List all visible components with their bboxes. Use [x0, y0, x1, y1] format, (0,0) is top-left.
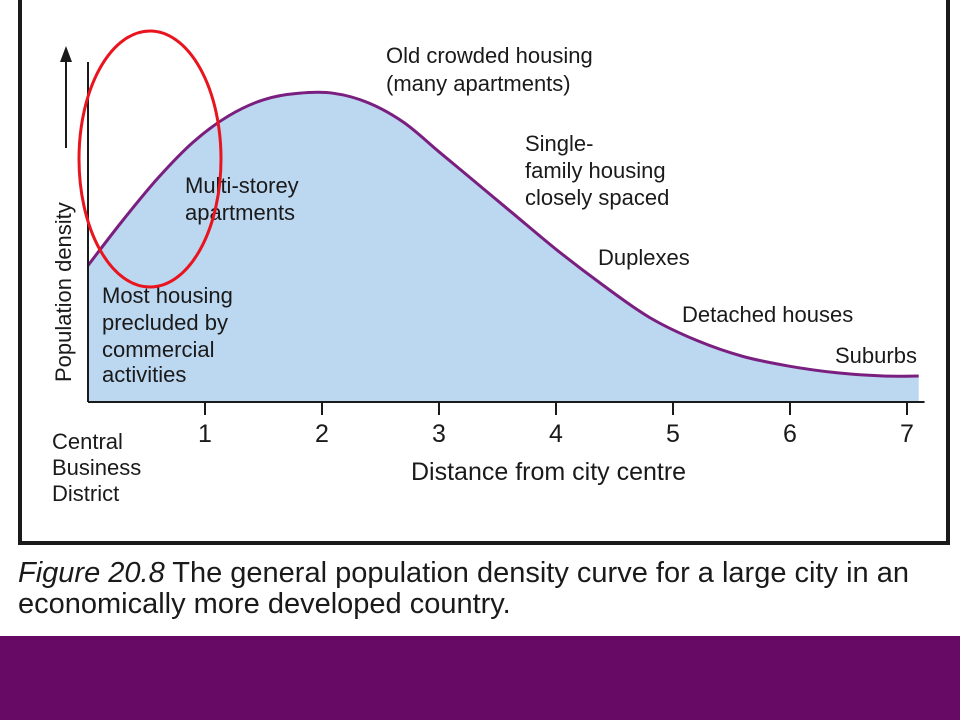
x-tick-label: 2	[315, 420, 329, 448]
annotation-line: (many apartments)	[386, 71, 571, 96]
annotation-line: Most housing	[102, 283, 233, 308]
footer-band	[0, 636, 960, 720]
y-axis-arrow-head	[60, 46, 72, 62]
annotation-detached: Detached houses	[682, 302, 853, 327]
x-tick-label: 4	[549, 420, 563, 448]
annotation-line: Single-	[525, 131, 593, 156]
density-area-fill	[88, 92, 919, 402]
annotation-line: apartments	[185, 200, 295, 225]
annotation-old-crowded: Old crowded housing (many apartments)	[386, 43, 599, 96]
x-tick-label: 3	[432, 420, 446, 448]
annotation-multi-storey: Multi-storey apartments	[185, 173, 305, 225]
annotation-line: activities	[102, 362, 186, 387]
annotation-line: Multi-storey	[185, 173, 299, 198]
annotation-cbd-commercial: Most housing precluded by commercial act…	[102, 283, 239, 387]
population-density-chart: 1 2 3 4 5 6 7 Distance from city centre Popula…	[51, 29, 925, 506]
x-tick-label: 5	[666, 420, 680, 448]
annotation-line: closely spaced	[525, 185, 669, 210]
x-tick-label: 7	[900, 420, 914, 448]
origin-label-line: Business	[52, 455, 141, 480]
annotation-line: family housing	[525, 158, 666, 183]
annotation-suburbs: Suburbs	[835, 343, 917, 368]
x-axis-label: Distance from city centre	[411, 458, 686, 486]
origin-label-line: District	[52, 481, 119, 506]
caption-text: The general population density curve for…	[18, 557, 909, 620]
axes	[60, 46, 925, 403]
figure-caption: Figure 20.8 The general population densi…	[18, 558, 948, 620]
caption-figure-ref: Figure 20.8	[18, 557, 165, 589]
origin-label-line: Central	[52, 429, 123, 454]
annotation-line: precluded by	[102, 310, 228, 335]
annotation-single-family: Single- family housing closely spaced	[525, 131, 672, 210]
origin-label: Central Business District	[52, 429, 147, 506]
x-tick-labels: 1 2 3 4 5 6 7	[198, 402, 914, 448]
x-tick-label: 6	[783, 420, 797, 448]
x-tick-label: 1	[198, 420, 212, 448]
y-axis-label: Population density	[51, 202, 76, 382]
annotation-line: commercial	[102, 337, 214, 362]
annotation-line: Old crowded housing	[386, 43, 593, 68]
density-curve-line	[86, 90, 919, 378]
annotation-duplexes: Duplexes	[598, 245, 690, 270]
highlight-ellipse	[77, 29, 223, 289]
